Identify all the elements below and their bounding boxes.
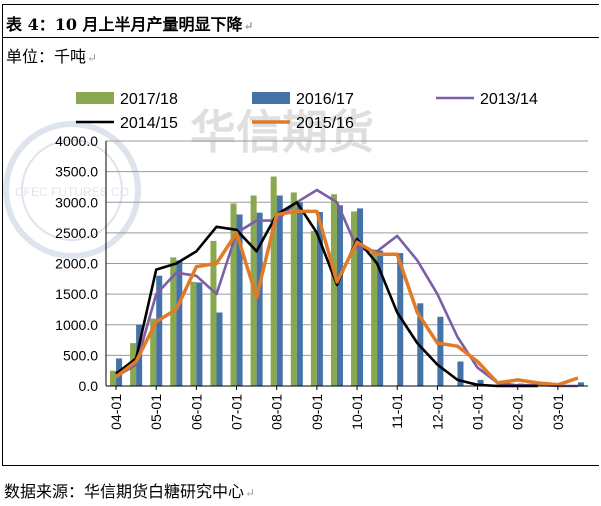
legend-swatch-2017/18 [76,92,114,104]
bars [110,176,584,386]
legend: 2017/18 2016/17 2013/14 2014/15 2015/16 [76,91,538,132]
x-tick-label: 11-01 [389,394,405,429]
x-tick-label: 08-01 [269,394,285,430]
bar-2016/17 [296,202,303,386]
bar-2017/18 [170,257,177,386]
bar-2016/17 [236,214,243,386]
bar-2017/18 [310,231,317,386]
bar-2016/17 [276,195,283,386]
bar-2016/17 [196,282,203,386]
bar-2016/17 [437,316,444,386]
lines [114,188,579,388]
watermark-seal-ring [3,121,141,259]
y-tick-label: 4000.0 [55,133,98,149]
legend-label-2014/15: 2014/15 [120,115,178,132]
legend-label-2013/14: 2013/14 [480,91,538,108]
x-tick-label: 04-01 [108,394,124,430]
unit-label: 单位：千吨↵ [6,47,98,66]
watermark-logo: CFEC FUTURES CO 华信期货 [3,106,374,259]
y-tick-label: 2500.0 [55,225,98,241]
y-tick-label: 500.0 [63,347,98,363]
bar-2016/17 [477,379,484,386]
bar-2016/17 [357,208,364,386]
x-tick-label: 02-01 [510,394,526,430]
figure-title: 表 4：10 月上半月产量明显下降↵ [6,15,254,34]
x-tick-label: 01-01 [470,394,486,430]
legend-label-2015/16: 2015/16 [296,115,354,132]
legend-swatch-2016/17 [252,92,290,104]
x-tick-label: 03-01 [550,394,566,430]
y-tick-label: 3000.0 [55,194,98,210]
x-tick-label: 10-01 [349,394,365,430]
y-tick-label: 2000.0 [55,256,98,272]
bar-2016/17 [577,382,584,386]
grid [106,140,588,356]
y-tick-label: 1000.0 [55,317,98,333]
figure-frame [2,4,599,466]
bar-2016/17 [336,205,343,386]
bar-2016/17 [397,253,404,386]
bar-2017/18 [230,203,237,386]
bar-2017/18 [210,240,217,386]
bar-2016/17 [457,361,464,386]
y-tick-label: 1500.0 [55,286,98,302]
y-tick-label: 0.0 [79,378,99,394]
x-tick-label: 05-01 [148,394,164,430]
legend-label-2016/17: 2016/17 [296,91,354,108]
x-tick-label: 06-01 [188,394,204,430]
bar-2016/17 [156,275,163,386]
footer-divider [2,465,599,466]
bar-2016/17 [216,312,223,386]
x-tick-label: 12-01 [429,394,445,430]
bar-2017/18 [270,176,277,386]
line-series-2015/16 [114,209,579,387]
source-note: 数据来源：华信期货白糖研究中心↵ [4,482,256,501]
watermark-text: 华信期货 [190,106,374,158]
bar-2016/17 [316,212,323,386]
legend-label-2017/18: 2017/18 [120,91,178,108]
y-tick-label: 3500.0 [55,164,98,180]
title-divider [2,37,599,38]
x-tick-label: 09-01 [309,394,325,430]
bar-2017/18 [190,281,197,386]
bar-2017/18 [371,251,378,386]
bar-2017/18 [150,318,157,386]
bar-2017/18 [290,192,297,386]
line-series-2014/15 [115,201,538,388]
watermark-seal-inner [21,139,123,241]
bar-2017/18 [351,211,358,386]
axes: 0.0 500.0 1000.0 1500.0 2000.0 2500.0 3000.0 35… [55,133,588,430]
bar-2016/17 [176,260,183,386]
bar-2016/17 [377,250,384,386]
bar-2017/18 [330,194,337,386]
watermark-seal-text: CFEC FUTURES CO [15,185,129,199]
bar-2017/18 [110,370,117,386]
x-tick-label: 07-01 [229,394,245,430]
bar-2016/17 [256,212,263,386]
